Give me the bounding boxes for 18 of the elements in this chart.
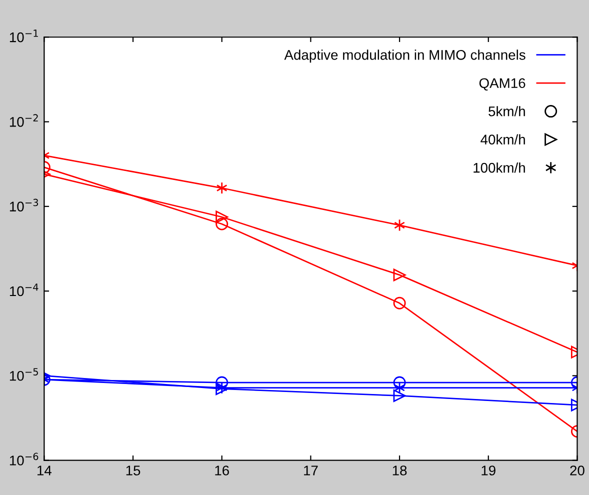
x-tick-label: 14 [38, 466, 52, 476]
x-tick-label: 16 [215, 466, 229, 476]
y-tick-label: 10$^{−6}$ [10, 452, 38, 466]
x-tick-label: 15 [126, 466, 140, 476]
x-tick-label: 20 [570, 466, 584, 476]
annotation: Adaptive modulation in MIMO channels [284, 50, 526, 63]
x-tick-label: 17 [304, 466, 318, 476]
annotation: 5km/h [488, 106, 525, 116]
y-tick-label: 10$^{−1}$ [10, 30, 38, 42]
annotation: QAM16 [479, 78, 526, 91]
y-tick-label: 10$^{−5}$ [10, 368, 38, 381]
y-tick-label: 10$^{−4}$ [10, 284, 38, 296]
x-tick-label: 18 [392, 466, 407, 476]
y-tick-label: 10$^{−2}$ [10, 114, 38, 127]
annotation: 100km/h [474, 162, 525, 173]
x-tick-label: 19 [482, 466, 496, 476]
annotation: 40km/h [480, 134, 525, 144]
y-tick-label: 10$^{−3}$ [10, 198, 38, 212]
